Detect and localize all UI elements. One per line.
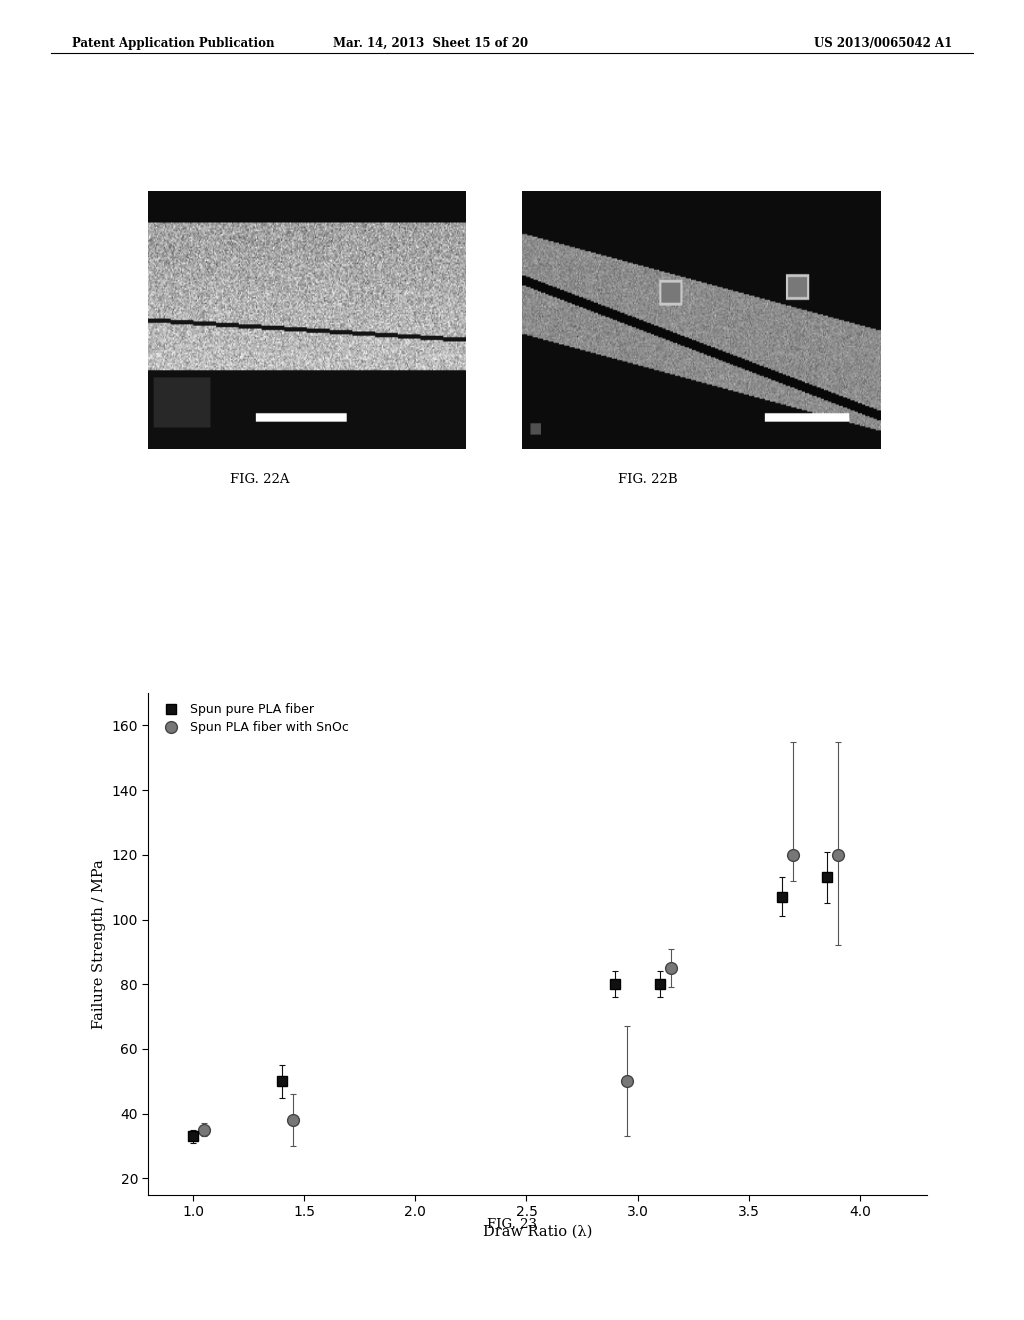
- Legend: Spun pure PLA fiber, Spun PLA fiber with SnOc: Spun pure PLA fiber, Spun PLA fiber with…: [155, 700, 352, 738]
- Text: FIG. 23: FIG. 23: [487, 1218, 537, 1232]
- Text: FIG. 22A: FIG. 22A: [229, 473, 290, 486]
- Text: Patent Application Publication: Patent Application Publication: [72, 37, 274, 50]
- Text: FIG. 22B: FIG. 22B: [617, 473, 678, 486]
- Text: US 2013/0065042 A1: US 2013/0065042 A1: [814, 37, 952, 50]
- Text: Mar. 14, 2013  Sheet 15 of 20: Mar. 14, 2013 Sheet 15 of 20: [333, 37, 527, 50]
- X-axis label: Draw Ratio (λ): Draw Ratio (λ): [483, 1225, 592, 1238]
- Y-axis label: Failure Strength / MPa: Failure Strength / MPa: [92, 859, 106, 1028]
